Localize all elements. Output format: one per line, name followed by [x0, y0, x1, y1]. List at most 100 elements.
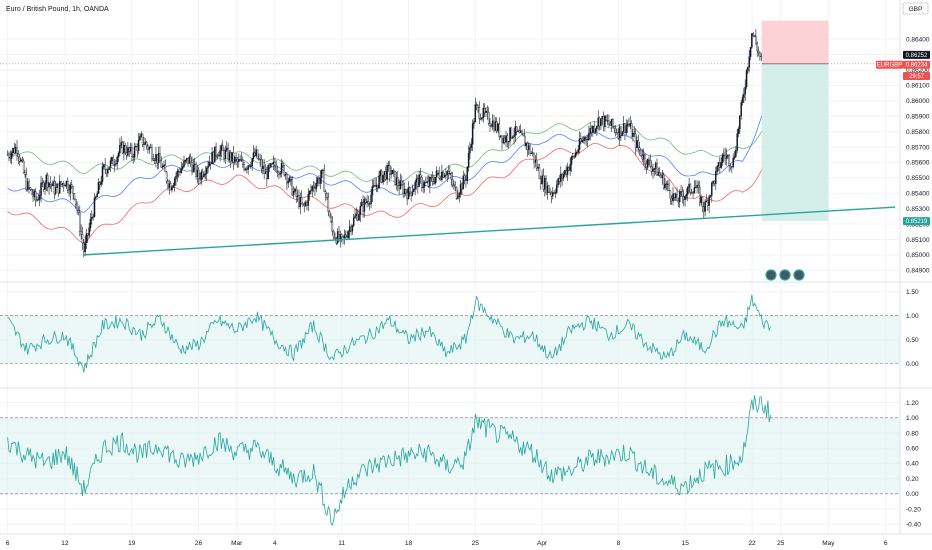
currency-label[interactable]: GBP — [909, 6, 923, 13]
candle-body — [77, 210, 80, 213]
candle-body — [386, 165, 388, 180]
candle-body — [100, 181, 102, 185]
candle-body — [143, 144, 145, 146]
candle-body — [729, 165, 732, 167]
candle-body — [617, 132, 620, 139]
candle-body — [268, 165, 271, 167]
candle-body — [602, 116, 605, 127]
candle-body — [224, 150, 227, 159]
candle-body — [120, 142, 122, 146]
candle-body — [163, 164, 165, 167]
candle-body — [498, 123, 501, 137]
candle-body — [42, 182, 45, 190]
candle-body — [41, 182, 44, 184]
candle-body — [318, 178, 320, 184]
candle-body — [696, 184, 698, 188]
candle-body — [332, 231, 335, 238]
candle-body — [92, 216, 94, 218]
candle-body — [156, 154, 159, 164]
candle-body — [322, 169, 324, 171]
candle-body — [686, 187, 689, 195]
candle-body — [188, 156, 191, 164]
candle-body — [205, 167, 208, 174]
candle-body — [752, 33, 754, 36]
candle-body — [721, 155, 724, 163]
toolbar-circle-1[interactable] — [765, 269, 777, 281]
candle-body — [84, 242, 86, 252]
candle-body — [735, 150, 737, 157]
candle-body — [534, 159, 537, 163]
candle-body — [330, 216, 332, 222]
candle-body — [326, 193, 328, 198]
candle-body — [30, 189, 33, 195]
candle-body — [304, 202, 307, 206]
x-tick-label: 22 — [748, 540, 756, 547]
candle-body — [625, 125, 628, 133]
candle-body — [544, 178, 546, 190]
candle-body — [364, 199, 367, 204]
trendline[interactable] — [83, 206, 896, 256]
candle-body — [382, 174, 384, 183]
candle-body — [628, 124, 630, 127]
candle-body — [709, 195, 712, 197]
candle-body — [295, 188, 297, 197]
toolbar-circle-3[interactable] — [793, 269, 805, 281]
candle-body — [283, 165, 285, 176]
position-zones[interactable] — [0, 20, 900, 221]
candle-body — [410, 191, 412, 196]
y-tick-label: -0.40 — [906, 522, 921, 529]
candle-body — [311, 186, 314, 191]
candle-body — [315, 182, 318, 190]
candle-body — [589, 128, 591, 134]
candle-body — [614, 128, 617, 133]
y-tick-label: 0.85000 — [906, 252, 930, 259]
candle-body — [497, 123, 499, 132]
moving-average-blue — [7, 116, 762, 213]
candle-body — [720, 162, 722, 168]
candle-body — [644, 154, 646, 165]
toolbar-circle-2[interactable] — [779, 269, 791, 281]
currency-box[interactable] — [902, 2, 929, 15]
candle-body — [132, 156, 134, 158]
candle-body — [393, 169, 395, 172]
candle-body — [604, 115, 606, 127]
candle-body — [572, 156, 574, 158]
candle-body — [661, 174, 664, 179]
candle-body — [183, 160, 185, 167]
candle-body — [275, 165, 277, 172]
candle-body — [354, 215, 356, 219]
candle-body — [139, 136, 141, 141]
candle-body — [414, 181, 416, 190]
toolbar-dots[interactable] — [765, 269, 805, 281]
y-tick-label: 0.50 — [906, 337, 919, 344]
candle-body — [684, 196, 686, 200]
candle-body — [79, 212, 81, 232]
candle-body — [653, 168, 656, 170]
candle-body — [494, 121, 497, 131]
candle-body — [239, 159, 241, 162]
candle-body — [314, 187, 316, 190]
candle-body — [576, 152, 578, 154]
candle-body — [272, 161, 275, 165]
candle-body — [549, 191, 551, 194]
candle-body — [443, 175, 446, 178]
candle-body — [401, 180, 403, 185]
price-label: 29:57 — [909, 74, 925, 80]
candle-body — [447, 171, 450, 174]
candle-body — [533, 152, 535, 163]
candle-body — [700, 196, 702, 203]
take-profit-zone — [761, 63, 829, 221]
candle-body — [191, 162, 193, 173]
candle-body — [255, 149, 257, 156]
candle-body — [405, 189, 407, 194]
x-tick-label: 19 — [128, 540, 136, 547]
candle-body — [606, 120, 609, 122]
candle-body — [240, 159, 243, 162]
candle-body — [13, 148, 16, 154]
candle-body — [637, 140, 640, 148]
candle-body — [731, 166, 733, 168]
candle-body — [101, 166, 104, 182]
candle-body — [462, 175, 465, 190]
candle-body — [681, 191, 684, 197]
